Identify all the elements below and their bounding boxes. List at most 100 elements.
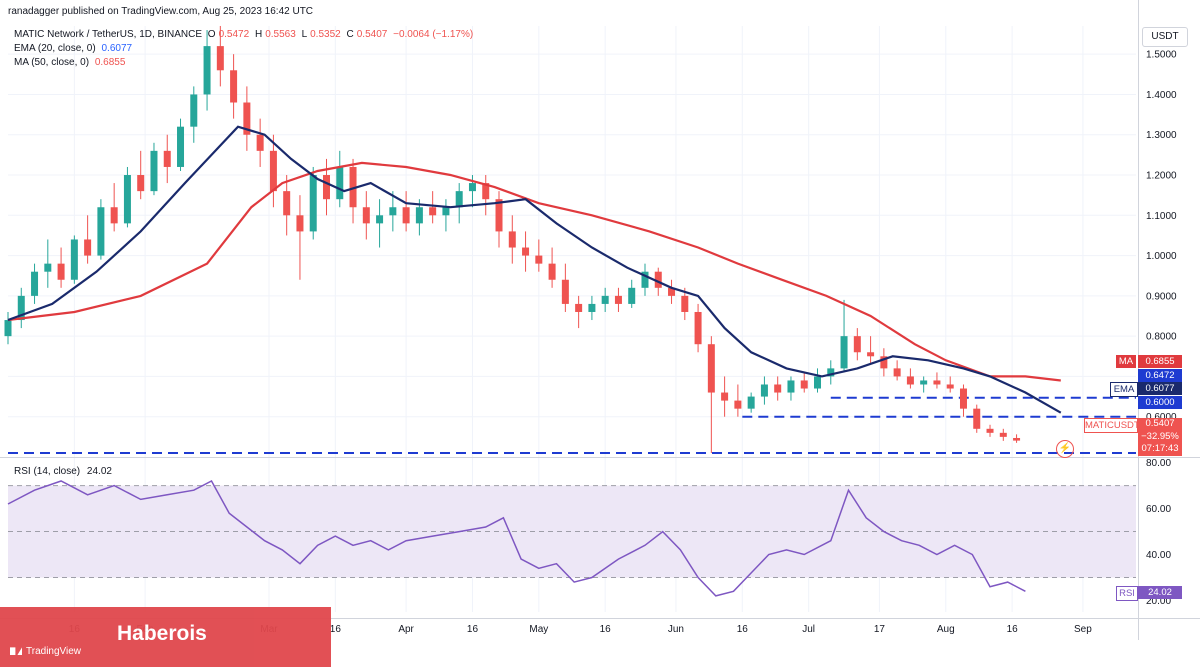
candle-body <box>1013 437 1021 441</box>
tradingview-icon <box>10 647 22 656</box>
candle-body <box>774 384 782 393</box>
candle-body <box>588 303 596 312</box>
candle-body <box>336 166 344 200</box>
ema-price-tag: EMA <box>1110 382 1138 397</box>
price-tick-label: 0.8000 <box>1146 332 1177 343</box>
candle-body <box>203 46 211 95</box>
time-tick-label: Apr <box>398 624 414 635</box>
candle-body <box>97 207 105 256</box>
candle-body <box>614 295 622 304</box>
rsi-legend-label: RSI (14, close) <box>14 466 81 477</box>
candle-body <box>57 263 65 280</box>
candle-body <box>946 384 954 389</box>
watermark-banner: Haberois TradingView <box>0 607 331 667</box>
candle-body <box>721 392 729 401</box>
candle-body <box>959 388 967 409</box>
candle-body <box>628 287 636 304</box>
high-value: 0.5563 <box>265 29 296 40</box>
time-tick-label: 16 <box>467 624 479 635</box>
candle-body <box>110 207 118 224</box>
price-tick-label: 1.3000 <box>1146 130 1177 141</box>
time-tick-label: Jun <box>668 624 684 635</box>
time-tick-label: Sep <box>1074 624 1092 635</box>
candle-body <box>309 175 317 232</box>
candle-body <box>442 207 450 216</box>
moving-averages <box>7 125 1062 414</box>
candle-body <box>322 175 330 200</box>
candle-body <box>349 166 357 208</box>
time-tick-label: May <box>529 624 548 635</box>
price-tick-label: 1.4000 <box>1146 90 1177 101</box>
ma-legend: MA (50, close, 0) 0.6855 <box>14 57 128 68</box>
ma-legend-value: 0.6855 <box>94 57 126 68</box>
rsi-tick-label: 80.00 <box>1146 458 1171 469</box>
last-price-block: 0.5407 −32.95% 07:17:43 <box>1138 418 1182 456</box>
rsi-price-tag: RSI <box>1116 586 1138 601</box>
candle-body <box>44 263 52 272</box>
candle-body <box>402 207 410 224</box>
candle-body <box>747 396 755 409</box>
price-tick-label: 1.2000 <box>1146 171 1177 182</box>
last-price-value: 0.5407 <box>1145 418 1175 429</box>
candle-body <box>362 207 370 224</box>
candle-body <box>853 336 861 353</box>
candle-body <box>535 255 543 264</box>
candle-body <box>999 432 1007 437</box>
price-tick-label: 0.9000 <box>1146 291 1177 302</box>
time-tick-label: Jul <box>802 624 815 635</box>
rsi-tick-label: 60.00 <box>1146 504 1171 515</box>
rsi-legend: RSI (14, close) 24.02 <box>14 466 112 477</box>
price-tick-label: 1.0000 <box>1146 251 1177 262</box>
candle-body <box>681 295 689 312</box>
price-tick-label: 1.5000 <box>1146 50 1177 61</box>
published-note: ranadagger published on TradingView.com,… <box>8 6 314 17</box>
high-label: H <box>254 29 263 40</box>
candle-body <box>760 384 768 397</box>
ema-legend: EMA (20, close, 0) 0.6077 <box>14 43 135 54</box>
time-tick-label: 16 <box>600 624 612 635</box>
ema-legend-value: 0.6077 <box>101 43 133 54</box>
candle-body <box>893 368 901 377</box>
open-label: O <box>207 29 216 40</box>
time-tick-label: 17 <box>874 624 886 635</box>
tradingview-logo: TradingView <box>10 646 81 657</box>
ma-legend-label: MA (50, close, 0) <box>14 57 90 68</box>
candle-body <box>256 134 264 151</box>
candle-body <box>827 368 835 377</box>
ma50-line <box>7 161 1061 382</box>
candle-body <box>190 94 198 127</box>
candle-body <box>787 380 795 393</box>
candle-body <box>376 215 384 224</box>
bar-countdown: 07:17:43 <box>1141 443 1179 454</box>
candle-body <box>177 126 185 167</box>
ma-price-tag: MA <box>1116 355 1136 368</box>
low-label: L <box>301 29 308 40</box>
level-b-price-tag: 0.6000 <box>1138 396 1182 409</box>
candle-body <box>654 271 662 288</box>
candle-body <box>230 70 238 103</box>
symbol-title: MATIC Network / TetherUS, 1D, BINANCE <box>14 29 203 40</box>
lightning-icon[interactable]: ⚡ <box>1056 440 1074 458</box>
candle-body <box>986 428 994 433</box>
close-value: 0.5407 <box>356 29 388 40</box>
price-tick-label: 1.1000 <box>1146 211 1177 222</box>
rsi-tick-label: 20.00 <box>1146 596 1171 607</box>
open-value: 0.5472 <box>218 29 250 40</box>
rsi-band <box>8 485 1136 579</box>
candle-body <box>694 311 702 345</box>
candle-body <box>840 336 848 369</box>
candle-body <box>906 376 914 385</box>
ma-price-value: 0.6855 <box>1138 355 1182 368</box>
currency-button[interactable]: USDT <box>1142 27 1188 47</box>
candle-body <box>734 400 742 409</box>
candle-body <box>70 239 78 280</box>
candle-body <box>933 380 941 385</box>
candle-body <box>283 191 291 216</box>
ema-price-value: 0.6077 <box>1138 382 1182 395</box>
ema-legend-label: EMA (20, close, 0) <box>14 43 96 54</box>
candle-body <box>4 320 12 337</box>
candle-body <box>84 239 92 256</box>
candle-body <box>867 352 875 357</box>
candle-body <box>814 376 822 389</box>
